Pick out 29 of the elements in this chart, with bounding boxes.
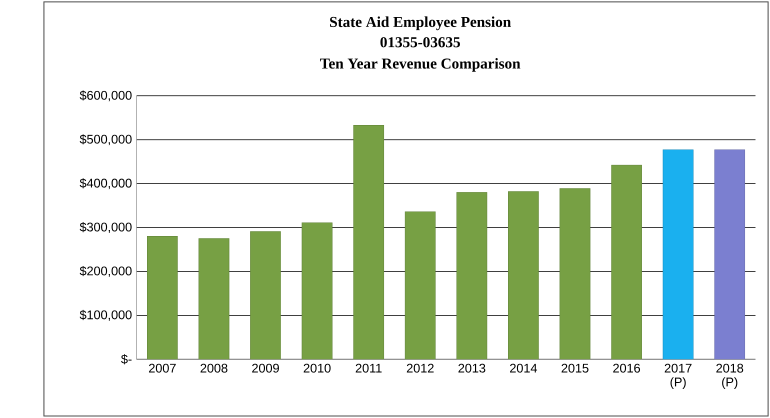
text: Ten Year Revenue Comparison [320,58,520,72]
x-tick-label: 2009 [252,364,279,373]
y-tick-label: $- [121,354,132,364]
bar [560,188,590,360]
y-tick-label: $600,000 [80,90,132,102]
y-tick-label: $100,000 [80,310,132,321]
y-tick-label: $300,000 [80,222,132,234]
x-tick-label: 2013 [458,364,486,373]
bar [250,231,281,360]
x-tick-label: 2015 [562,364,588,373]
x-tick-label: 2007 [148,364,176,373]
bar [146,236,178,360]
bar [508,191,539,360]
bar [611,164,642,360]
x-tick-label: 2018 (P) [716,364,744,390]
x-tick-label: 2016 [613,364,640,373]
x-tick-label: 2010 [304,364,331,373]
x-tick-label: 2008 [200,364,228,373]
x-tick-label: 2011 [356,364,382,373]
x-tick-label: 2014 [510,364,538,373]
x-tick-label: 2012 [406,364,434,373]
bar [714,150,746,360]
bar [353,125,384,360]
y-tick-label: $400,000 [80,178,132,190]
y-tick-label: $500,000 [80,134,132,146]
chart-subtitle: 01355-03635 [380,37,460,48]
chart-title: State Aid Employee Pension [330,16,511,30]
x-tick-label: 2017 (P) [664,364,692,390]
y-tick-label: $200,000 [80,266,132,277]
